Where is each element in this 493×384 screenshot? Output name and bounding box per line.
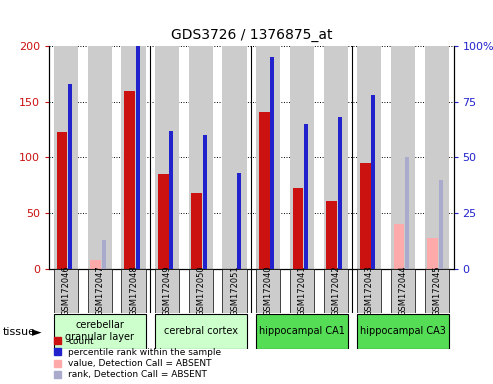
FancyBboxPatch shape: [357, 314, 449, 349]
Text: GSM172051: GSM172051: [230, 266, 239, 316]
Bar: [57, 132, 68, 269]
Bar: [357, 46, 382, 269]
Title: GDS3726 / 1376875_at: GDS3726 / 1376875_at: [171, 28, 332, 42]
FancyBboxPatch shape: [222, 269, 246, 313]
FancyBboxPatch shape: [256, 269, 281, 313]
Text: GSM172044: GSM172044: [398, 266, 408, 316]
Bar: [326, 201, 337, 269]
Bar: [393, 224, 404, 269]
Bar: [203, 135, 207, 269]
Text: GSM172042: GSM172042: [331, 266, 340, 316]
Bar: [323, 46, 348, 269]
Bar: [54, 46, 78, 269]
Bar: [371, 95, 375, 269]
Bar: [189, 46, 213, 269]
Bar: [259, 112, 270, 269]
Text: GSM172048: GSM172048: [129, 265, 138, 316]
Bar: [304, 124, 308, 269]
Bar: [439, 180, 443, 269]
FancyBboxPatch shape: [357, 269, 382, 313]
Bar: [102, 240, 106, 269]
Bar: [237, 173, 241, 269]
Text: GSM172043: GSM172043: [365, 265, 374, 316]
Bar: [222, 46, 246, 269]
Bar: [256, 46, 281, 269]
FancyBboxPatch shape: [391, 269, 415, 313]
Text: GSM172049: GSM172049: [163, 266, 172, 316]
Text: GSM172041: GSM172041: [297, 266, 307, 316]
FancyBboxPatch shape: [54, 269, 78, 313]
Text: GSM172047: GSM172047: [95, 265, 105, 316]
FancyBboxPatch shape: [155, 314, 246, 349]
Text: GSM172045: GSM172045: [432, 266, 441, 316]
FancyBboxPatch shape: [290, 269, 314, 313]
Bar: [121, 46, 145, 269]
Bar: [191, 193, 202, 269]
FancyBboxPatch shape: [256, 314, 348, 349]
Bar: [124, 91, 135, 269]
Text: cerebellar
granular layer: cerebellar granular layer: [66, 320, 134, 342]
Bar: [158, 174, 169, 269]
Bar: [405, 157, 409, 269]
Bar: [427, 238, 438, 269]
FancyBboxPatch shape: [88, 269, 112, 313]
Text: hippocampal CA1: hippocampal CA1: [259, 326, 345, 336]
Bar: [68, 84, 72, 269]
Text: cerebral cortex: cerebral cortex: [164, 326, 238, 336]
Bar: [88, 46, 112, 269]
Text: GSM172050: GSM172050: [196, 266, 206, 316]
Text: GSM172046: GSM172046: [62, 265, 70, 316]
Bar: [270, 57, 274, 269]
Bar: [360, 163, 371, 269]
FancyBboxPatch shape: [189, 269, 213, 313]
Text: GSM172040: GSM172040: [264, 266, 273, 316]
FancyBboxPatch shape: [121, 269, 145, 313]
Bar: [90, 260, 101, 269]
Bar: [169, 131, 173, 269]
Bar: [155, 46, 179, 269]
Text: ►: ►: [32, 326, 42, 339]
FancyBboxPatch shape: [424, 269, 449, 313]
Bar: [292, 187, 303, 269]
Bar: [424, 46, 449, 269]
Bar: [290, 46, 314, 269]
FancyBboxPatch shape: [323, 269, 348, 313]
Bar: [136, 46, 140, 269]
FancyBboxPatch shape: [54, 314, 145, 349]
Legend: count, percentile rank within the sample, value, Detection Call = ABSENT, rank, : count, percentile rank within the sample…: [54, 337, 221, 379]
Bar: [338, 118, 342, 269]
Text: hippocampal CA3: hippocampal CA3: [360, 326, 446, 336]
Text: tissue: tissue: [2, 327, 35, 337]
FancyBboxPatch shape: [155, 269, 179, 313]
Bar: [391, 46, 415, 269]
